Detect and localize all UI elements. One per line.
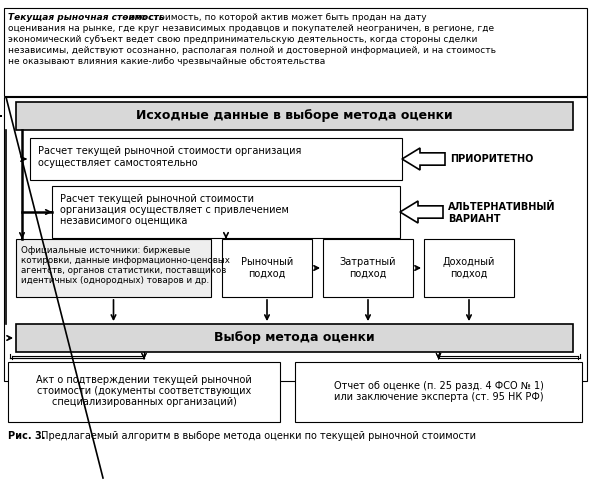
Bar <box>323 239 413 297</box>
Text: или заключение эксперта (ст. 95 НК РФ): или заключение эксперта (ст. 95 НК РФ) <box>334 392 543 402</box>
Text: Расчет текущей рыночной стоимости: Расчет текущей рыночной стоимости <box>60 194 254 204</box>
Text: – это стоимость, по которой актив может быть продан на дату: – это стоимость, по которой актив может … <box>120 13 427 22</box>
Bar <box>16 239 211 297</box>
Text: независимого оценщика: независимого оценщика <box>60 216 187 226</box>
Bar <box>424 239 514 297</box>
Text: оценивания на рынке, где круг независимых продавцов и покупателей неограничен, в: оценивания на рынке, где круг независимы… <box>8 24 494 33</box>
Text: котировки, данные информационно-ценовых: котировки, данные информационно-ценовых <box>21 256 230 265</box>
Text: ВАРИАНТ: ВАРИАНТ <box>448 214 501 224</box>
Bar <box>16 102 573 130</box>
Bar <box>52 186 400 238</box>
Text: специализированных организаций): специализированных организаций) <box>51 397 236 407</box>
Text: независимы, действуют осознанно, располагая полной и достоверной информацией, и : независимы, действуют осознанно, распола… <box>8 46 496 55</box>
Polygon shape <box>402 148 445 170</box>
Text: Выбор метода оценки: Выбор метода оценки <box>214 332 375 345</box>
Text: экономический субъект ведет свою предпринимательскую деятельность, когда стороны: экономический субъект ведет свою предпри… <box>8 35 478 44</box>
Text: Текущая рыночная стоимость: Текущая рыночная стоимость <box>8 13 164 22</box>
Text: Рыночный
подход: Рыночный подход <box>241 257 293 279</box>
Text: Рис. 3.: Рис. 3. <box>8 431 46 441</box>
Text: Затратный
подход: Затратный подход <box>340 257 396 279</box>
Text: идентичных (однородных) товаров и др.: идентичных (однородных) товаров и др. <box>21 276 209 285</box>
Text: Исходные данные в выборе метода оценки: Исходные данные в выборе метода оценки <box>136 109 453 122</box>
Bar <box>222 239 312 297</box>
Bar <box>295 362 582 422</box>
Text: организация осуществляет с привлечением: организация осуществляет с привлечением <box>60 205 289 215</box>
Bar <box>4 97 587 381</box>
Text: АЛЬТЕРНАТИВНЫЙ: АЛЬТЕРНАТИВНЫЙ <box>448 202 556 212</box>
Bar <box>4 8 587 96</box>
Bar <box>8 362 280 422</box>
Bar <box>16 324 573 352</box>
Polygon shape <box>400 201 443 223</box>
Text: Официальные источники: биржевые: Официальные источники: биржевые <box>21 246 190 255</box>
Text: агентств, органов статистики, поставщиков: агентств, органов статистики, поставщико… <box>21 266 226 275</box>
Text: Акт о подтверждении текущей рыночной: Акт о подтверждении текущей рыночной <box>36 375 252 385</box>
Text: ПРИОРИТЕТНО: ПРИОРИТЕТНО <box>450 154 533 164</box>
Text: не оказывают влияния какие-либо чрезвычайные обстоятельства: не оказывают влияния какие-либо чрезвыча… <box>8 57 325 66</box>
Text: Расчет текущей рыночной стоимости организация
осуществляет самостоятельно: Расчет текущей рыночной стоимости органи… <box>38 146 301 167</box>
Text: Отчет об оценке (п. 25 разд. 4 ФСО № 1): Отчет об оценке (п. 25 разд. 4 ФСО № 1) <box>333 381 544 391</box>
Text: стоимости (документы соответствующих: стоимости (документы соответствующих <box>37 386 251 396</box>
Bar <box>30 138 402 180</box>
Text: Предлагаемый алгоритм в выборе метода оценки по текущей рыночной стоимости: Предлагаемый алгоритм в выборе метода оц… <box>38 431 476 441</box>
Text: Доходный
подход: Доходный подход <box>443 257 495 279</box>
